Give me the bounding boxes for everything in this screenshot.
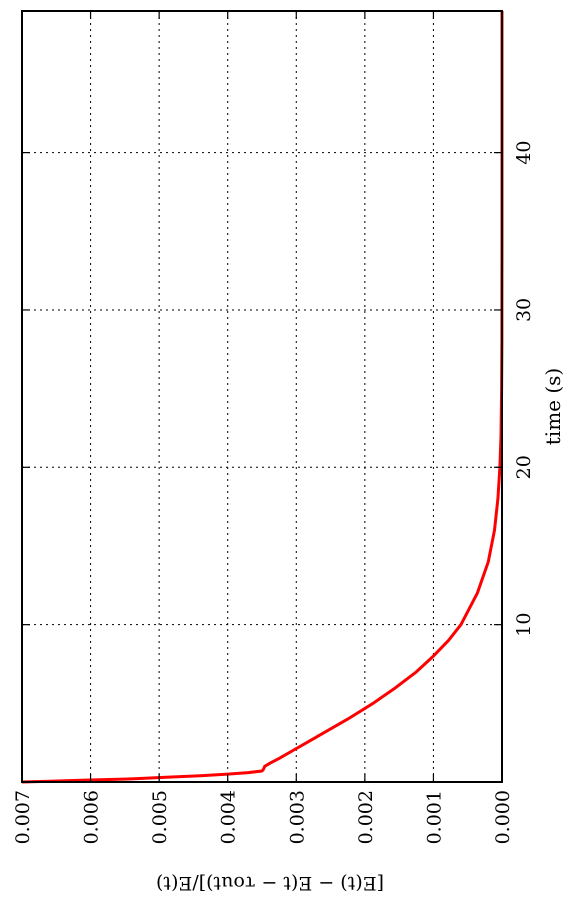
series-layer <box>21 11 504 784</box>
y-tick-label: 0.006 <box>81 790 103 844</box>
y-axis-label: [E(t) − E(t − τout)]/E(t) <box>156 872 384 894</box>
y-tick-label: 0.000 <box>492 790 514 844</box>
y-tick-label: 0.002 <box>355 790 377 844</box>
y-tick-label: 0.004 <box>218 790 240 844</box>
y-tick-label: 0.005 <box>149 790 171 844</box>
x-tick-label: 10 <box>513 613 535 637</box>
grid-lines <box>22 11 502 782</box>
tick-marks <box>21 11 503 782</box>
x-tick-label: 40 <box>513 141 535 165</box>
x-tick-label: 20 <box>513 455 535 479</box>
y-tick-label: 0.001 <box>423 790 445 844</box>
tick-labels: 0.000 0.001 0.002 0.003 0.004 0.005 0.006 0.007… <box>12 141 535 845</box>
x-axis-label: time (s) <box>541 368 565 445</box>
x-tick-label: 30 <box>513 298 535 322</box>
plot-frame <box>21 10 503 783</box>
y-tick-label: 0.003 <box>286 790 308 844</box>
y-tick-label: 0.007 <box>12 790 34 844</box>
series-line <box>21 11 504 784</box>
